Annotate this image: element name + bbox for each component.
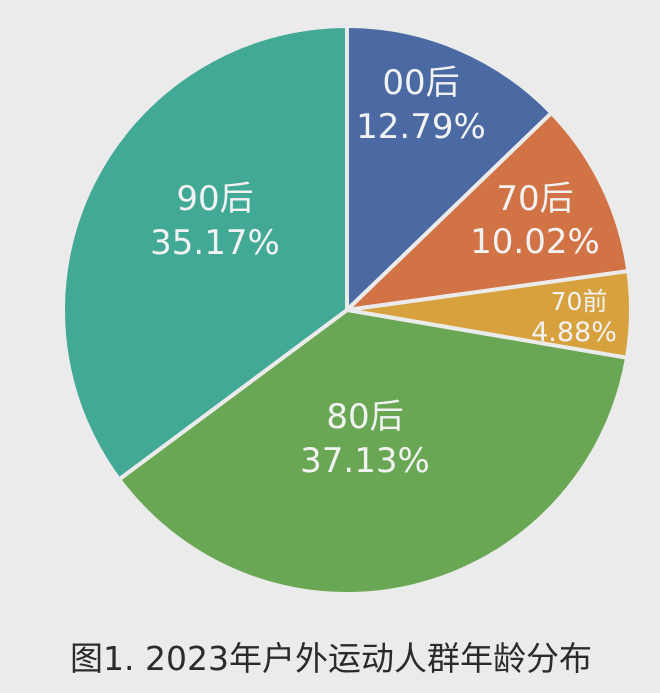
pie-slice-4 — [117, 308, 629, 596]
slice-label-70before-pct: 4.88% — [531, 317, 617, 348]
pie-slice-2 — [345, 110, 631, 312]
slice-label-80-pct: 37.13% — [300, 441, 430, 481]
slice-label-90-pct: 35.17% — [150, 223, 280, 263]
slice-label-70-pct: 10.02% — [470, 222, 600, 262]
slice-label-80-name: 80后 — [326, 397, 403, 437]
chart-caption: 图1. 2023年户外运动人群年龄分布 — [70, 639, 592, 678]
pie-slices — [60, 24, 633, 596]
slice-label-90-name: 90后 — [176, 179, 253, 219]
slice-label-70-name: 70后 — [496, 179, 573, 219]
pie-slice-5 — [60, 24, 349, 482]
slice-label-00-name: 00后 — [382, 63, 459, 103]
slice-label-70before-name: 70前 — [551, 287, 608, 316]
pie-slice-1 — [345, 24, 554, 312]
pie-labels: 00后 12.79% 70后 10.02% 70前 4.88% 80后 37.1… — [150, 63, 617, 481]
slice-label-00-pct: 12.79% — [356, 107, 486, 147]
